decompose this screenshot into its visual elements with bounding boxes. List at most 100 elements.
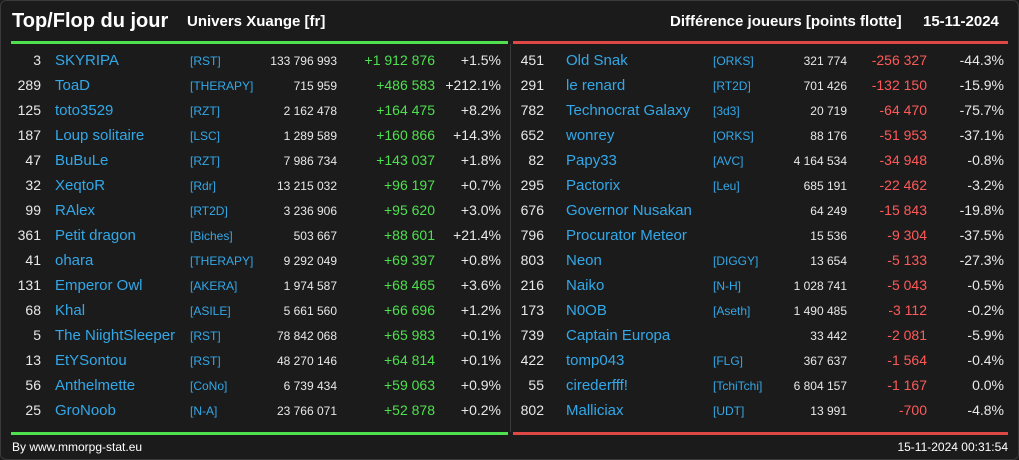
guild-tag-link[interactable]: [N-A] (190, 404, 218, 418)
points-difference: -5 133 (887, 252, 927, 268)
header: Top/Flop du jour Univers Xuange [fr] Dif… (1, 1, 1018, 43)
player-name-link[interactable]: Papy33 (566, 152, 617, 169)
percent-change: +0.9% (460, 377, 501, 393)
points-difference: -132 150 (871, 77, 927, 93)
player-rank: 739 (520, 327, 544, 343)
player-name-link[interactable]: Malliciax (566, 402, 624, 419)
top-row: 13 EtYSontou [RST] 48 270 146 +64 814 +0.1% (11, 349, 508, 374)
guild-tag-link[interactable]: [THERAPY] (190, 254, 254, 268)
points-difference: -2 081 (887, 327, 927, 343)
player-rank: 422 (520, 352, 544, 368)
flop-row: 782 Technocrat Galaxy [3d3] 20 719 -64 470 -7… (513, 99, 1008, 124)
top-row: 187 Loup solitaire [LSC] 1 289 589 +160 866 +… (11, 124, 508, 149)
guild-tag-link[interactable]: [LSC] (190, 129, 221, 143)
player-name-link[interactable]: Petit dragon (55, 227, 136, 244)
player-name-link[interactable]: ToaD (55, 77, 91, 94)
page-title: Top/Flop du jour (12, 10, 169, 32)
player-name-link[interactable]: Governor Nusakan (566, 202, 692, 219)
guild-tag-link[interactable]: [3d3] (713, 104, 740, 118)
player-points: 20 719 (810, 104, 847, 118)
guild-tag-link[interactable]: [RZT] (190, 154, 220, 168)
top-row: 32 XeqtoR [Rdr] 13 215 032 +96 197 +0.7% (11, 174, 508, 199)
percent-change: -3.2% (967, 177, 1004, 193)
guild-tag-link[interactable]: [RST] (190, 354, 221, 368)
player-name-link[interactable]: Captain Europa (566, 327, 671, 344)
guild-tag-link[interactable]: [RT2D] (713, 79, 751, 93)
flop-row: 216 Naiko [N-H] 1 028 741 -5 043 -0.5% (513, 274, 1008, 299)
player-name-link[interactable]: RAlex (55, 202, 96, 219)
player-points: 2 162 478 (283, 104, 337, 118)
guild-tag-link[interactable]: [RZT] (190, 104, 220, 118)
guild-tag-link[interactable]: [DIGGY] (713, 254, 759, 268)
player-points: 5 661 560 (283, 304, 337, 318)
guild-tag-link[interactable]: [ORKS] (713, 54, 754, 68)
player-name-link[interactable]: EtYSontou (55, 352, 127, 369)
guild-tag-link[interactable]: [Biches] (190, 229, 233, 243)
player-name-link[interactable]: Anthelmette (55, 377, 136, 394)
percent-change: -4.8% (967, 402, 1004, 418)
player-name-link[interactable]: Procurator Meteor (566, 227, 687, 244)
flop-row: 55 cirederfff! [TchiTchi] 6 804 157 -1 167 0.… (513, 374, 1008, 399)
points-difference: +160 866 (376, 127, 435, 143)
player-points: 133 796 993 (270, 54, 337, 68)
points-difference: -1 167 (887, 377, 927, 393)
player-name-link[interactable]: toto3529 (55, 102, 114, 119)
player-points: 13 991 (810, 404, 847, 418)
percent-change: +3.6% (460, 277, 501, 293)
guild-tag-link[interactable]: [CoNo] (190, 379, 228, 393)
player-rank: 291 (520, 77, 544, 93)
guild-tag-link[interactable]: [UDT] (713, 404, 745, 418)
percent-change: +1.5% (460, 52, 501, 68)
guild-tag-link[interactable]: [RT2D] (190, 204, 228, 218)
player-points: 7 986 734 (283, 154, 337, 168)
player-name-link[interactable]: Old Snak (566, 52, 628, 69)
top-accent-bar-bottom (11, 432, 508, 435)
guild-tag-link[interactable]: [THERAPY] (190, 79, 254, 93)
player-name-link[interactable]: BuBuLe (55, 152, 109, 169)
guild-tag-link[interactable]: [ORKS] (713, 129, 754, 143)
player-name-link[interactable]: ohara (55, 252, 94, 269)
player-points: 88 176 (810, 129, 847, 143)
player-name-link[interactable]: tomp043 (566, 352, 625, 369)
player-points: 1 028 741 (793, 279, 847, 293)
points-difference: -1 564 (887, 352, 927, 368)
guild-tag-link[interactable]: [RST] (190, 54, 221, 68)
player-name-link[interactable]: cirederfff! (566, 377, 628, 394)
player-name-link[interactable]: wonrey (566, 127, 615, 144)
player-name-link[interactable]: Loup solitaire (55, 127, 145, 144)
percent-change: -44.3% (959, 52, 1004, 68)
player-name-link[interactable]: XeqtoR (55, 177, 106, 194)
points-difference: -256 327 (871, 52, 927, 68)
percent-change: -15.9% (959, 77, 1004, 93)
player-rank: 361 (17, 227, 41, 243)
guild-tag-link[interactable]: [N-H] (713, 279, 741, 293)
player-name-link[interactable]: Emperor Owl (55, 277, 143, 294)
player-name-link[interactable]: The NiightSleeper (55, 327, 176, 344)
flop-table: 451 Old Snak [ORKS] 321 774 -256 327 -44.3% 29… (513, 49, 1008, 424)
points-difference: -64 470 (879, 102, 927, 118)
player-name-link[interactable]: GroNoob (55, 402, 116, 419)
player-name-link[interactable]: Technocrat Galaxy (566, 102, 691, 119)
flop-row: 451 Old Snak [ORKS] 321 774 -256 327 -44.3% (513, 49, 1008, 74)
guild-tag-link[interactable]: [AKERA] (190, 279, 238, 293)
player-name-link[interactable]: le renard (566, 77, 626, 94)
guild-tag-link[interactable]: [Rdr] (190, 179, 217, 193)
flop-accent-bar (513, 41, 1008, 44)
player-points: 78 842 068 (276, 329, 337, 343)
guild-tag-link[interactable]: [ASILE] (190, 304, 231, 318)
player-name-link[interactable]: Khal (55, 302, 86, 319)
guild-tag-link[interactable]: [Aseth] (713, 304, 751, 318)
player-points: 9 292 049 (283, 254, 337, 268)
top-row: 68 Khal [ASILE] 5 661 560 +66 696 +1.2% (11, 299, 508, 324)
guild-tag-link[interactable]: [FLG] (713, 354, 744, 368)
player-name-link[interactable]: Pactorix (566, 177, 621, 194)
guild-tag-link[interactable]: [RST] (190, 329, 221, 343)
guild-tag-link[interactable]: [TchiTchi] (713, 379, 763, 393)
player-name-link[interactable]: SKYRIPA (55, 52, 119, 69)
guild-tag-link[interactable]: [Leu] (713, 179, 740, 193)
guild-tag-link[interactable]: [AVC] (713, 154, 744, 168)
player-name-link[interactable]: Neon (566, 252, 602, 269)
player-name-link[interactable]: N0OB (566, 302, 607, 319)
player-name-link[interactable]: Naiko (566, 277, 605, 294)
top-table: 3 SKYRIPA [RST] 133 796 993 +1 912 876 +1.5% 2… (11, 49, 508, 424)
